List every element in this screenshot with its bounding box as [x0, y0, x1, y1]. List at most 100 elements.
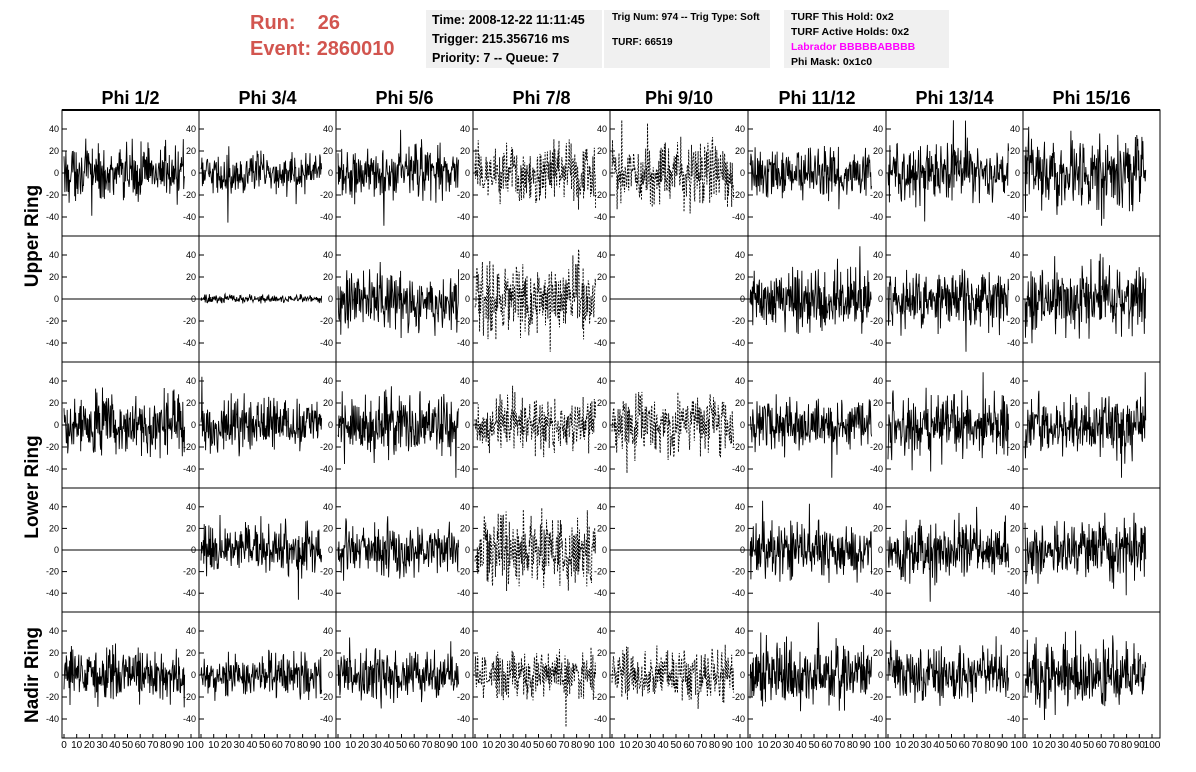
x-tick-label: 70 [971, 740, 983, 751]
y-tick-label: -40 [1007, 588, 1020, 598]
x-tick-label: 10 [757, 740, 769, 751]
y-tick-label: 20 [49, 272, 59, 282]
y-tick-label: 40 [597, 124, 607, 134]
y-tick-label: 0 [54, 168, 59, 178]
x-tick-label: 40 [520, 740, 532, 751]
y-tick-label: -20 [732, 692, 745, 702]
y-tick-label: 20 [49, 648, 59, 658]
x-tick-label: 80 [160, 740, 172, 751]
y-tick-label: 40 [49, 124, 59, 134]
y-tick-label: 20 [186, 272, 196, 282]
y-tick-label: 40 [735, 502, 745, 512]
x-tick-label: 20 [770, 740, 782, 751]
x-tick-label: 10 [482, 740, 494, 751]
y-tick-label: 0 [878, 420, 883, 430]
x-tick-label: 50 [946, 740, 958, 751]
x-tick-label: 20 [84, 740, 96, 751]
x-tick-label: 10 [345, 740, 357, 751]
y-tick-label: -20 [1007, 442, 1020, 452]
waveform-trace-r4-c0 [63, 643, 186, 708]
y-tick-label: 40 [323, 502, 333, 512]
y-tick-label: 0 [465, 168, 470, 178]
y-tick-label: -20 [732, 567, 745, 577]
y-tick-label: 40 [49, 502, 59, 512]
y-tick-label: -40 [457, 212, 470, 222]
waveform-trace-r1-c6 [887, 268, 1010, 352]
y-tick-label: 40 [735, 250, 745, 260]
y-tick-label: 0 [1015, 168, 1020, 178]
y-tick-label: 0 [740, 168, 745, 178]
y-tick-label: -20 [870, 442, 883, 452]
y-tick-label: -40 [870, 212, 883, 222]
run-label: Run: [250, 12, 296, 34]
y-tick-label: -40 [594, 338, 607, 348]
y-tick-label: -20 [457, 567, 470, 577]
y-tick-label: -20 [457, 190, 470, 200]
y-tick-label: 40 [186, 250, 196, 260]
waveform-trace-r3-c5 [749, 500, 873, 583]
y-tick-label: 20 [460, 648, 470, 658]
y-tick-label: 40 [323, 250, 333, 260]
x-tick-label: 30 [508, 740, 520, 751]
x-tick-label: 80 [434, 740, 446, 751]
y-tick-label: -20 [183, 190, 196, 200]
y-tick-label: 20 [735, 648, 745, 658]
y-tick-label: 40 [1010, 250, 1020, 260]
x-tick-label: 40 [246, 740, 258, 751]
waveform-trace-r0-c7 [1024, 126, 1147, 226]
x-tick-label: 70 [558, 740, 570, 751]
y-tick-label: -20 [46, 692, 59, 702]
column-header-2: Phi 3/4 [238, 88, 296, 108]
y-tick-label: 40 [1010, 626, 1020, 636]
y-tick-label: -20 [870, 692, 883, 702]
x-tick-label: 0 [335, 740, 341, 751]
y-tick-label: 40 [460, 626, 470, 636]
y-tick-label: -20 [870, 567, 883, 577]
x-tick-label: 70 [147, 740, 159, 751]
x-tick-label: 10 [186, 740, 198, 751]
y-tick-label: 40 [186, 502, 196, 512]
y-tick-label: 20 [323, 272, 333, 282]
y-tick-label: 40 [323, 626, 333, 636]
y-tick-label: 0 [602, 294, 607, 304]
x-tick-label: 50 [259, 740, 271, 751]
y-tick-label: -40 [732, 714, 745, 724]
labrador-text: Labrador BBBBBABBBB [791, 41, 916, 53]
y-tick-label: -40 [320, 212, 333, 222]
y-tick-label: 40 [873, 376, 883, 386]
y-tick-label: 0 [1015, 670, 1020, 680]
y-tick-label: 20 [186, 398, 196, 408]
x-tick-label: 60 [821, 740, 833, 751]
y-tick-label: 20 [1010, 398, 1020, 408]
y-tick-label: -20 [870, 190, 883, 200]
x-tick-label: 10 [323, 740, 335, 751]
turf-this-hold-text: TURF This Hold: 0x2 [791, 11, 894, 23]
x-tick-label: 40 [796, 740, 808, 751]
y-tick-label: -40 [1007, 464, 1020, 474]
phi-mask-text: Phi Mask: 0x1c0 [791, 56, 873, 68]
y-tick-label: 40 [873, 124, 883, 134]
x-tick-label: 90 [310, 740, 322, 751]
x-tick-label: 20 [221, 740, 233, 751]
x-tick-label: 80 [1121, 740, 1133, 751]
y-tick-label: 40 [323, 124, 333, 134]
x-tick-label: 80 [571, 740, 583, 751]
y-tick-label: -40 [870, 588, 883, 598]
x-tick-label: 80 [297, 740, 309, 751]
x-tick-label: 40 [658, 740, 670, 751]
x-tick-label: 90 [860, 740, 872, 751]
waveform-trace-r4-c2 [337, 637, 460, 709]
y-tick-label: 40 [1010, 376, 1020, 386]
y-tick-label: -40 [594, 714, 607, 724]
y-tick-label: 40 [597, 250, 607, 260]
waveform-trace-r3-c2 [337, 516, 460, 581]
y-tick-label: -40 [320, 464, 333, 474]
y-tick-label: 40 [735, 124, 745, 134]
column-header-8: Phi 15/16 [1052, 88, 1130, 108]
y-tick-label: -40 [594, 588, 607, 598]
y-tick-label: -40 [870, 464, 883, 474]
y-tick-label: -20 [732, 316, 745, 326]
x-tick-label: 10 [460, 740, 472, 751]
y-tick-label: -40 [320, 588, 333, 598]
x-tick-label: 50 [122, 740, 134, 751]
